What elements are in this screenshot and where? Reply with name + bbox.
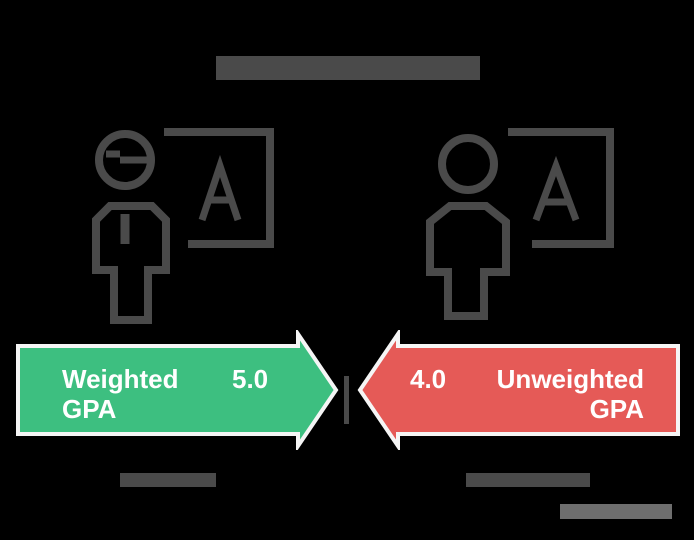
watermark: watermark [560, 504, 672, 519]
weighted-value: 5.0 [232, 364, 269, 394]
weighted-label: Weighted GPA [62, 364, 179, 424]
unweighted-gpa-arrow: 4.0 Unweighted GPA [356, 330, 682, 450]
comparison-divider [344, 376, 349, 424]
weighted-caption: Weighted caption [120, 473, 216, 487]
weighted-gpa-arrow: Weighted GPA 5.0 [14, 330, 340, 450]
student-with-board-icon [410, 120, 620, 330]
teacher-with-board-icon [80, 120, 290, 330]
unweighted-label: Unweighted GPA [496, 364, 644, 424]
unweighted-value: 4.0 [410, 364, 447, 394]
unweighted-caption: Unweighted caption [466, 473, 590, 487]
diagram-title: GPA Comparison Title [216, 56, 480, 80]
